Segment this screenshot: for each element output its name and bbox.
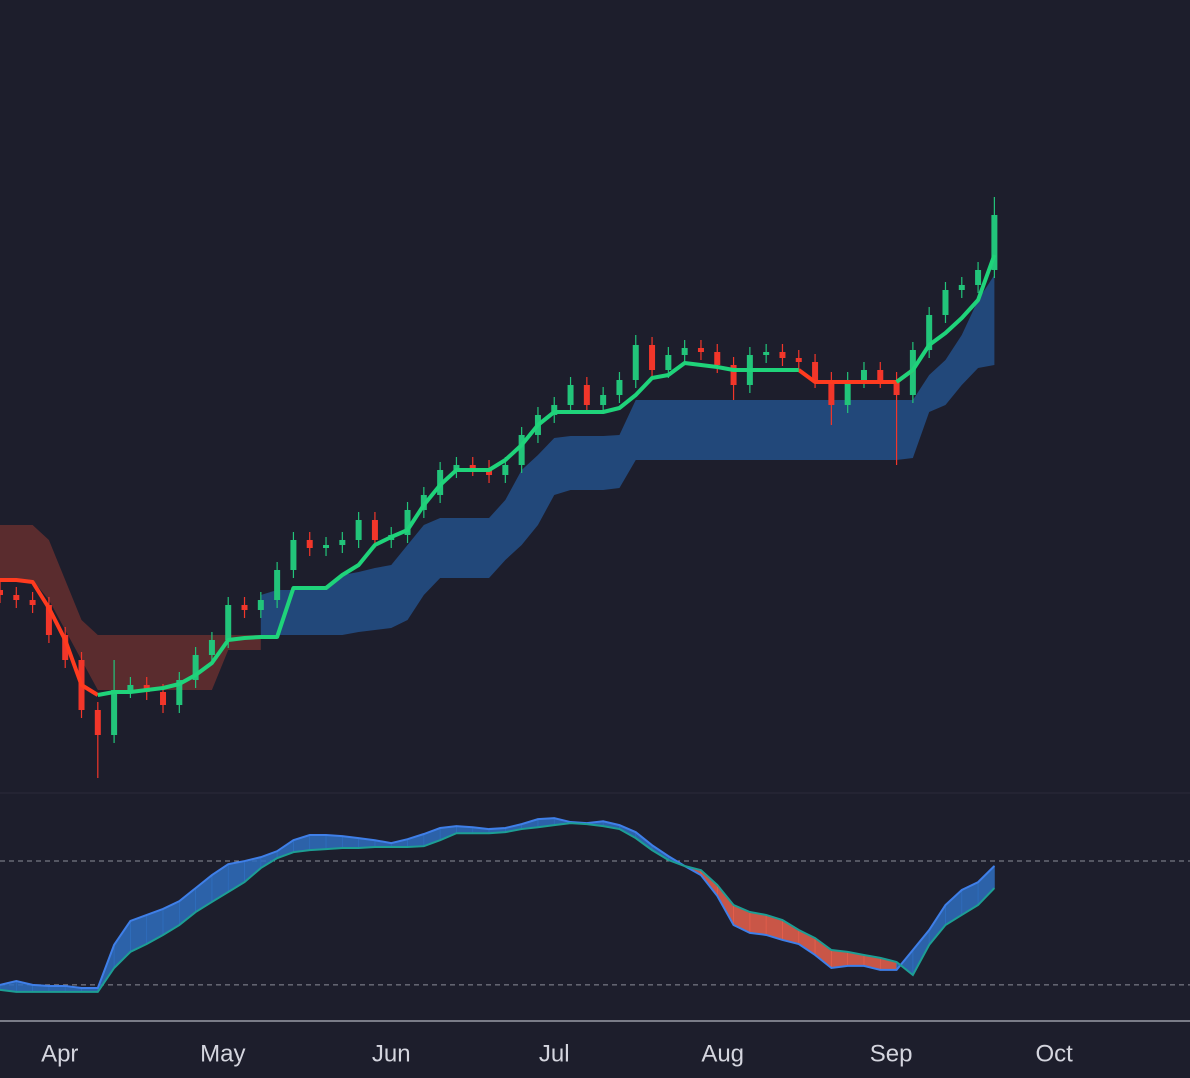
candle-body (111, 690, 118, 735)
candle-body (518, 435, 525, 465)
candle-body (795, 358, 802, 362)
candle-body (942, 290, 949, 315)
candle-body (991, 215, 998, 270)
candle-body (94, 710, 101, 735)
candle-body (763, 352, 770, 355)
candle-body (323, 545, 330, 548)
candle-body (208, 640, 215, 655)
x-tick-label: Jun (372, 1040, 411, 1067)
candle-body (665, 355, 672, 370)
x-tick-label: Oct (1035, 1040, 1073, 1067)
candle-body (877, 370, 884, 380)
candle-body (681, 348, 688, 355)
oscillator-line (0, 822, 996, 993)
candle-body (371, 520, 378, 540)
candle-body (616, 380, 623, 395)
candle-body (127, 685, 134, 690)
candle-body (192, 655, 199, 680)
candle-body (339, 540, 346, 545)
trail-line (97, 361, 799, 697)
candle-body (649, 345, 656, 370)
trail-line (797, 368, 915, 384)
x-tick-label: Jul (539, 1040, 570, 1067)
candle-body (975, 270, 982, 285)
candle-body (893, 380, 900, 395)
candle-body (274, 570, 281, 600)
candle-body (355, 520, 362, 540)
candle-body (958, 285, 965, 290)
candle-body (714, 352, 721, 365)
candle-body (632, 345, 639, 380)
oscillator-fill (325, 834, 343, 850)
candle-body (225, 605, 232, 640)
cloud (260, 275, 995, 637)
candle-body (600, 395, 607, 405)
candle-body (257, 600, 264, 610)
candle-body (241, 605, 248, 610)
candle-body (926, 315, 933, 350)
candle-body (779, 352, 786, 358)
x-tick-label: Sep (870, 1040, 913, 1067)
candle-body (583, 385, 590, 405)
candle-body (13, 595, 20, 600)
candle-body (290, 540, 297, 570)
trail-line (0, 578, 99, 697)
candle-body (0, 590, 3, 595)
candle-body (860, 370, 867, 380)
candle-body (697, 348, 704, 352)
candle-body (45, 605, 52, 635)
candle-body (502, 465, 509, 475)
oscillator-fill (309, 834, 327, 851)
x-tick-label: Apr (41, 1040, 78, 1067)
candle-body (828, 380, 835, 405)
candle-body (29, 600, 36, 605)
candle-body (909, 350, 916, 395)
trail-line (895, 254, 997, 384)
oscillator-line (0, 817, 996, 990)
candle-body (453, 465, 460, 470)
candle-body (469, 465, 476, 468)
candle-body (160, 692, 167, 705)
candle-body (812, 362, 819, 380)
candle-body (567, 385, 574, 405)
candle-body (404, 510, 411, 535)
x-tick-label: Aug (701, 1040, 744, 1067)
candle-body (62, 635, 69, 660)
candle-body (176, 680, 183, 705)
candle-body (844, 380, 851, 405)
candle-body (306, 540, 313, 548)
x-tick-label: May (200, 1040, 245, 1067)
candle-body (730, 365, 737, 385)
